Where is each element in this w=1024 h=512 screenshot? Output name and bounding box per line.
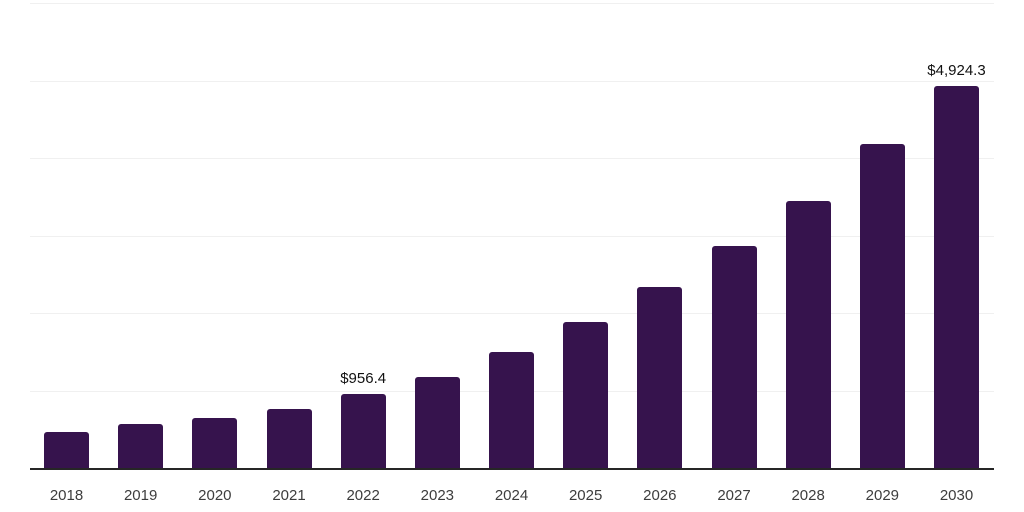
gridline-5000	[30, 80, 994, 82]
bar-2020	[192, 418, 238, 468]
bar-2025	[563, 321, 609, 468]
bar-2022	[340, 393, 386, 468]
bar-2030	[934, 86, 979, 468]
bar-2018	[44, 432, 89, 468]
value-label-2022: $956.4	[340, 369, 387, 387]
bar-2019	[118, 423, 164, 468]
x-tick-label-2018: 2018	[49, 487, 84, 504]
x-tick-label-2020: 2020	[198, 487, 232, 504]
bar-2029	[859, 144, 905, 468]
x-axis-line	[30, 468, 994, 470]
x-tick-label-2023: 2023	[420, 487, 455, 504]
x-tick-label-2028: 2028	[791, 487, 825, 504]
gridline-4000	[30, 158, 994, 159]
bar-2024	[489, 352, 534, 468]
bar-2023	[414, 376, 460, 468]
plot-area: $956.4 $4,924.3	[30, 3, 994, 470]
x-tick-label-2022: 2022	[346, 487, 380, 504]
chart-canvas: $956.4 $4,924.3 2018 2019 2020 2021 2022 2023 2…	[30, 3, 994, 512]
value-label-2030: $4,924.3	[927, 62, 986, 80]
x-tick-label-2029: 2029	[865, 487, 900, 504]
x-tick-label-2026: 2026	[643, 487, 677, 504]
x-tick-label-2019: 2019	[123, 487, 158, 504]
x-tick-label-2030: 2030	[939, 487, 974, 504]
bar-2026	[637, 287, 683, 468]
bar-2021	[266, 409, 312, 468]
gridline-3000	[30, 235, 994, 237]
bar-2027	[711, 245, 757, 468]
bar-2028	[785, 200, 831, 468]
gridline-6000	[30, 3, 994, 4]
x-tick-label-2024: 2024	[494, 487, 529, 504]
gridline-2000	[30, 313, 994, 314]
x-tick-label-2025: 2025	[568, 487, 603, 504]
x-tick-label-2027: 2027	[717, 487, 751, 504]
x-tick-label-2021: 2021	[272, 487, 306, 504]
